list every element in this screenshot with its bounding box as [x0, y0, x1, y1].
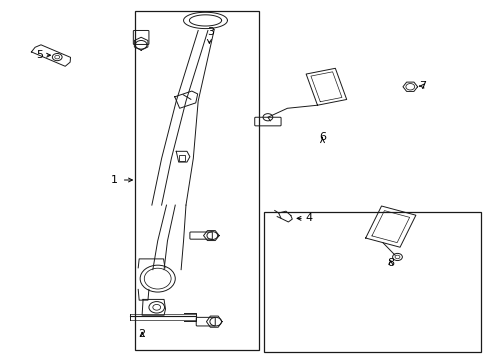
Bar	[135, 12, 259, 350]
Text: 6: 6	[318, 132, 325, 142]
Text: 4: 4	[305, 213, 312, 223]
Text: 2: 2	[138, 329, 145, 338]
Text: 7: 7	[418, 81, 426, 91]
Bar	[264, 212, 480, 352]
Text: 3: 3	[206, 27, 213, 37]
Text: 5: 5	[37, 50, 43, 60]
Bar	[178, 154, 184, 161]
Text: 1: 1	[110, 175, 118, 185]
Text: 8: 8	[386, 258, 393, 268]
